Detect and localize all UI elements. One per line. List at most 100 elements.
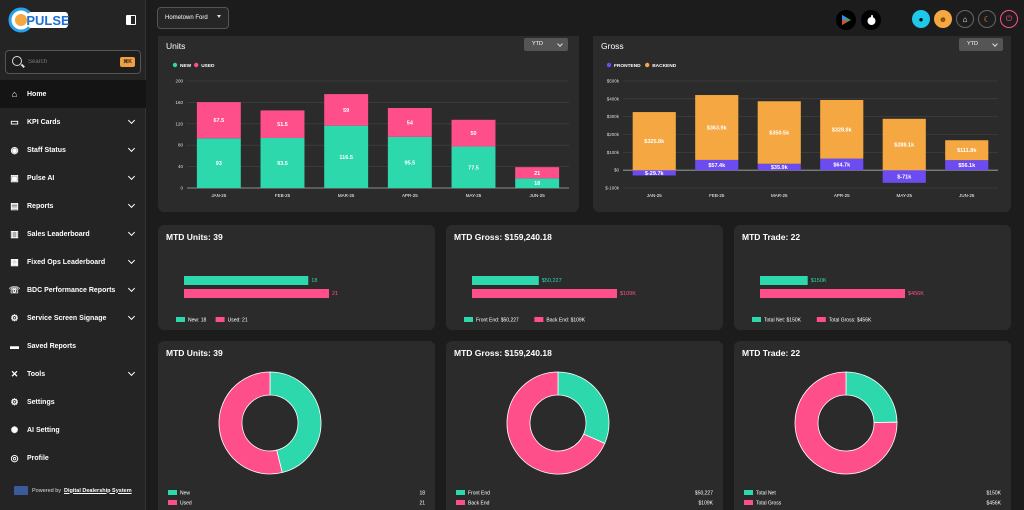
legend-label[interactable]: Total Net: $150K bbox=[764, 318, 802, 324]
legend-label[interactable]: Total Net bbox=[756, 491, 776, 497]
bar-used[interactable] bbox=[515, 167, 560, 179]
legend-label[interactable]: NEW bbox=[180, 63, 192, 69]
legend-label[interactable]: Front End: $50,227 bbox=[476, 318, 519, 324]
bar-new[interactable] bbox=[324, 125, 369, 188]
sidebar-item-service-screen-signage[interactable]: ⚙ Service Screen Signage bbox=[0, 304, 146, 332]
bar-new[interactable] bbox=[515, 178, 560, 188]
sidebar-item-sales-leaderboard[interactable]: ▥ Sales Leaderboard bbox=[0, 220, 146, 248]
bar-used[interactable] bbox=[260, 110, 305, 138]
legend-label[interactable]: Back End bbox=[468, 501, 490, 507]
gross-ytd-filter[interactable]: YTD bbox=[959, 38, 1003, 51]
chevron-down-icon[interactable] bbox=[127, 116, 136, 125]
chevron-down-icon[interactable] bbox=[127, 228, 136, 237]
bar-backend[interactable] bbox=[632, 112, 676, 171]
sidebar-item-saved-reports[interactable]: ▬ Saved Reports bbox=[0, 332, 146, 360]
sidebar-item-ai-setting[interactable]: ✺ AI Setting bbox=[0, 416, 146, 444]
sidebar-item-reports[interactable]: ▤ Reports bbox=[0, 192, 146, 220]
dealer-select[interactable]: Hometown Ford bbox=[157, 7, 229, 29]
bar-used[interactable] bbox=[387, 108, 432, 137]
chevron-down-icon[interactable] bbox=[127, 144, 136, 153]
bar-new[interactable] bbox=[451, 146, 496, 188]
x-tick-label: JAN-25 bbox=[647, 193, 663, 198]
y-tick-label: 120 bbox=[175, 121, 183, 126]
sidebar-item-fixed-ops-leaderboard[interactable]: ▦ Fixed Ops Leaderboard bbox=[0, 248, 146, 276]
sidebar-item-staff-status[interactable]: ◉ Staff Status bbox=[0, 136, 146, 164]
bar-frontend[interactable] bbox=[945, 160, 989, 171]
legend-label[interactable]: Used: 21 bbox=[228, 318, 248, 324]
bar-new[interactable] bbox=[260, 137, 305, 188]
chevron-down-icon[interactable] bbox=[127, 256, 136, 265]
mtd-bar-front-end[interactable] bbox=[472, 276, 539, 285]
bar-frontend[interactable] bbox=[757, 163, 801, 171]
bar-frontend[interactable] bbox=[695, 159, 739, 171]
legend-label[interactable]: Total Gross: $456K bbox=[829, 318, 872, 324]
legend-label[interactable]: New: 18 bbox=[188, 318, 207, 324]
bar-used[interactable] bbox=[451, 119, 496, 147]
sidebar-item-profile[interactable]: ◎ Profile bbox=[0, 444, 146, 472]
x-tick-label: MAR-25 bbox=[771, 193, 788, 198]
donut-slice-new[interactable] bbox=[269, 371, 322, 474]
sidebar-item-tools[interactable]: ✕ Tools bbox=[0, 360, 146, 388]
legend-marker bbox=[194, 62, 199, 68]
legend-label[interactable]: Front End bbox=[468, 491, 490, 497]
donut-slice-used[interactable] bbox=[218, 371, 283, 475]
legend-swatch bbox=[168, 490, 177, 495]
bar-backend[interactable] bbox=[882, 118, 926, 171]
sidebar-toggle-icon[interactable] bbox=[126, 15, 136, 25]
powered-by-link[interactable]: Digital Dealership System bbox=[64, 487, 132, 494]
search-box[interactable]: ⌘K bbox=[5, 50, 141, 74]
bar-frontend[interactable] bbox=[820, 158, 864, 171]
chevron-down-icon[interactable] bbox=[127, 368, 136, 377]
moon-icon[interactable]: ☾ bbox=[978, 10, 996, 28]
notification-icon[interactable]: ● bbox=[912, 10, 930, 28]
legend-label[interactable]: Back End: $109K bbox=[546, 318, 585, 324]
power-icon[interactable]: ⏻ bbox=[1000, 10, 1018, 28]
bar-backend[interactable] bbox=[820, 99, 864, 159]
legend-label[interactable]: USED bbox=[201, 63, 215, 69]
chevron-down-icon[interactable] bbox=[127, 312, 136, 321]
bar-backend[interactable] bbox=[945, 140, 989, 161]
bar-frontend[interactable] bbox=[882, 170, 926, 183]
pulse-logo[interactable]: PULSE bbox=[8, 6, 70, 34]
sidebar-item-bdc-performance-reports[interactable]: ☏ BDC Performance Reports bbox=[0, 276, 146, 304]
mtd-bar-total-gross[interactable] bbox=[760, 289, 905, 298]
units-ytd-filter[interactable]: YTD bbox=[524, 38, 568, 51]
sidebar-item-pulse-ai[interactable]: ▣ Pulse AI bbox=[0, 164, 146, 192]
google-play-icon[interactable] bbox=[836, 10, 856, 30]
chevron-down-icon[interactable] bbox=[127, 284, 136, 293]
donut-slice-total-gross[interactable] bbox=[794, 371, 898, 475]
y-tick-label: 0 bbox=[180, 186, 183, 191]
apple-icon[interactable] bbox=[861, 10, 881, 30]
bar-new[interactable] bbox=[196, 138, 241, 188]
legend-label[interactable]: FRONTEND bbox=[614, 63, 641, 69]
donut-slice-front-end[interactable] bbox=[557, 371, 610, 444]
sidebar-item-kpi-cards[interactable]: ▭ KPI Cards bbox=[0, 108, 146, 136]
bar-backend[interactable] bbox=[757, 101, 801, 164]
sidebar-item-label: Saved Reports bbox=[27, 342, 77, 350]
chevron-down-icon[interactable] bbox=[127, 200, 136, 209]
avatar[interactable]: ☻ bbox=[934, 10, 952, 28]
bar-frontend[interactable] bbox=[632, 170, 676, 176]
sidebar-item-settings[interactable]: ⚙ Settings bbox=[0, 388, 146, 416]
mtd-bar-back-end[interactable] bbox=[472, 289, 617, 298]
mtd-bar-total-net[interactable] bbox=[760, 276, 808, 285]
mtd-bar-used[interactable] bbox=[184, 289, 329, 298]
legend-swatch bbox=[176, 317, 185, 322]
legend-label[interactable]: New bbox=[180, 491, 190, 497]
search-icon bbox=[12, 56, 22, 66]
bar-used[interactable] bbox=[324, 94, 369, 126]
home-shortcut-icon[interactable]: ⌂ bbox=[956, 10, 974, 28]
legend-label[interactable]: BACKEND bbox=[652, 63, 677, 69]
sidebar-item-label: Reports bbox=[27, 202, 54, 210]
bar-used[interactable] bbox=[196, 102, 241, 139]
search-input[interactable] bbox=[28, 54, 108, 70]
legend-label[interactable]: Used bbox=[180, 501, 192, 507]
bar-backend[interactable] bbox=[695, 95, 739, 160]
mtd-bar-new[interactable] bbox=[184, 276, 309, 285]
chevron-down-icon[interactable] bbox=[127, 172, 136, 181]
sidebar-item-home[interactable]: ⌂ Home bbox=[0, 80, 146, 108]
donut-slice-back-end[interactable] bbox=[506, 371, 606, 475]
bar-new[interactable] bbox=[387, 136, 432, 188]
donut-slice-total-net[interactable] bbox=[845, 371, 898, 423]
legend-label[interactable]: Total Gross bbox=[756, 501, 782, 507]
